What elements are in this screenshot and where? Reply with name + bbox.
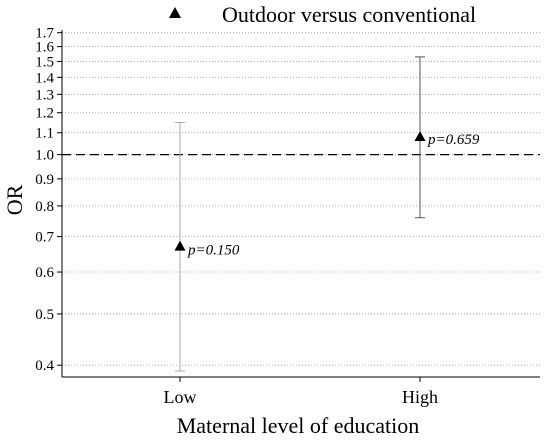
p-value-label: p=0.150 <box>187 243 240 259</box>
plot-frame <box>61 30 540 378</box>
y-axis-title: OR <box>2 184 27 215</box>
x-tick-label-low: Low <box>164 387 197 407</box>
point-marker-high <box>414 130 426 141</box>
y-tick-label: 1.3 <box>35 87 54 103</box>
legend-label: Outdoor versus conventional <box>222 2 476 27</box>
y-tick-label: 1.6 <box>35 40 54 56</box>
x-tick-label-high: High <box>402 387 438 407</box>
y-tick-label: 0.4 <box>35 358 54 374</box>
y-tick-label: 0.9 <box>35 172 54 188</box>
x-axis-title: Maternal level of education <box>177 413 420 438</box>
legend-triangle-marker <box>169 7 181 18</box>
y-tick-label: 1.1 <box>35 126 54 142</box>
y-tick-label: 0.6 <box>35 265 54 281</box>
y-tick-labels: 0.4 0.5 0.6 0.7 0.8 0.9 1.0 1.1 1.2 1.31.41.51.61… <box>35 26 62 374</box>
y-tick-label: 1.2 <box>35 106 54 122</box>
y-tick-label: 1.4 <box>35 70 54 86</box>
y-tick-label: 0.7 <box>35 230 54 246</box>
p-value-label: p=0.659 <box>427 132 480 148</box>
y-tick-label: 1.0 <box>35 148 54 164</box>
y-tick-label: 1.7 <box>35 26 54 42</box>
gridlines <box>62 32 540 366</box>
data-marks: p=0.150 p=0.659 <box>174 56 480 372</box>
y-tick-label: 1.5 <box>35 54 54 70</box>
y-tick-label: 0.5 <box>35 307 54 323</box>
x-tick-labels: Low High <box>164 377 438 407</box>
legend: Outdoor versus conventional <box>169 2 476 27</box>
y-tick-label: 0.8 <box>35 199 54 215</box>
point-marker-low <box>174 240 186 251</box>
